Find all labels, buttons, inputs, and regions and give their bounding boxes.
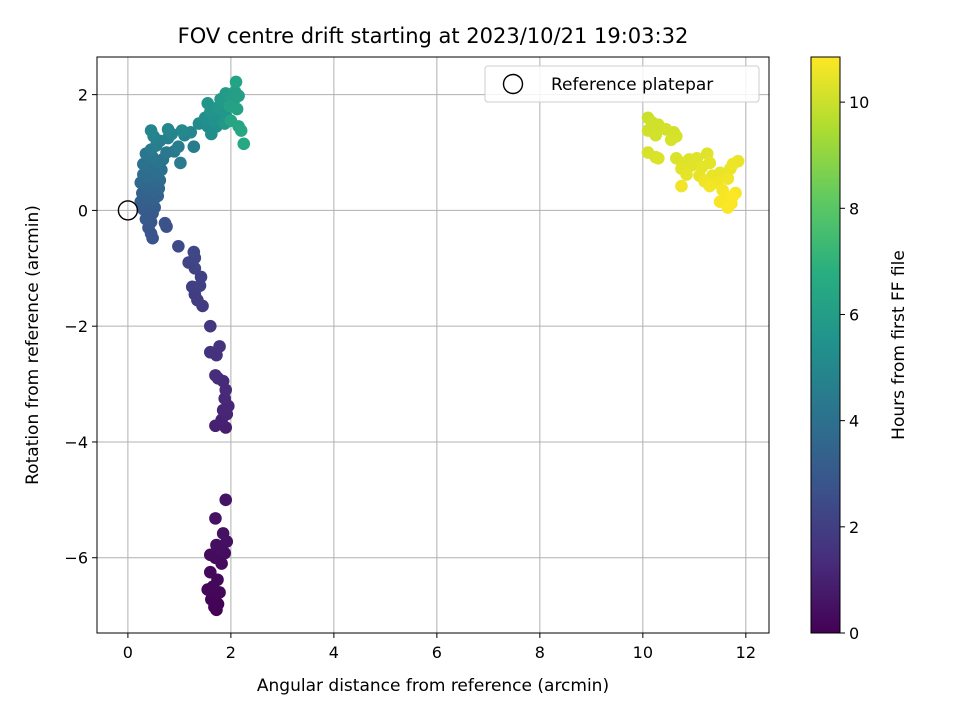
- scatter-point: [649, 128, 663, 142]
- scatter-point: [680, 168, 693, 181]
- scatter-point: [726, 189, 740, 203]
- y-tick-label: −2: [64, 317, 88, 336]
- x-tick-label: 10: [633, 643, 653, 662]
- scatter-point: [144, 124, 158, 137]
- scatter-point: [203, 345, 217, 359]
- scatter-point: [213, 340, 226, 353]
- scatter-points: [134, 75, 745, 617]
- scatter-point: [664, 133, 678, 147]
- y-tick-label: −4: [64, 433, 88, 452]
- scatter-point: [230, 102, 244, 116]
- reference-platepar-marker: [117, 200, 139, 221]
- x-tick-label: 6: [432, 643, 442, 662]
- scatter-point: [721, 201, 735, 214]
- scatter-point: [175, 124, 189, 137]
- scatter-point: [216, 527, 230, 540]
- scatter-point: [703, 156, 717, 170]
- colorbar-tick-label: 10: [849, 93, 869, 112]
- scatter-point: [187, 140, 201, 154]
- scatter-point: [237, 137, 251, 151]
- scatter-point: [174, 156, 187, 170]
- scatter-point: [172, 140, 185, 154]
- scatter-point: [203, 319, 217, 333]
- y-tick-label: 2: [78, 86, 88, 105]
- scatter-point: [685, 158, 699, 172]
- legend: Reference platepar: [484, 65, 760, 103]
- scatter-point: [194, 270, 208, 284]
- y-axis: −6 −4 −2 0 2: [64, 86, 97, 568]
- colorbar-tick-label: 2: [849, 518, 859, 537]
- scatter-point: [219, 493, 233, 507]
- scatter-point: [137, 157, 150, 171]
- scatter-point: [229, 75, 243, 89]
- scatter-point: [161, 123, 175, 136]
- legend-reference-marker: [502, 73, 524, 95]
- x-tick-label: 2: [226, 643, 236, 662]
- scatter-point: [210, 538, 223, 552]
- scatter-point: [721, 172, 735, 185]
- scatter-point: [209, 369, 222, 382]
- scatter-point: [172, 239, 185, 253]
- chart-title: FOV centre drift starting at 2023/10/21 …: [178, 24, 689, 48]
- y-tick-label: −6: [64, 549, 88, 568]
- colorbar-tick-label: 0: [849, 624, 859, 643]
- colorbar-gradient: [810, 56, 841, 634]
- scatter-point: [232, 89, 245, 103]
- legend-box: [484, 65, 760, 103]
- scatter-point: [675, 179, 688, 193]
- y-tick-label: 0: [78, 201, 88, 220]
- colorbar: 0 2 4 6 8 10 Hours from first FF file: [810, 56, 909, 643]
- scatter-point: [158, 216, 172, 230]
- scatter-point: [203, 548, 217, 562]
- scatter-point: [726, 157, 740, 171]
- x-axis: 0 2 4 6 8 10 12: [123, 633, 756, 662]
- x-tick-label: 8: [535, 643, 545, 662]
- x-tick-label: 12: [736, 643, 756, 662]
- scatter-point: [209, 512, 222, 525]
- scatter-point: [703, 179, 717, 193]
- scatter-point: [651, 152, 665, 165]
- scatter-point: [137, 168, 150, 181]
- colorbar-label: Hours from first FF file: [889, 250, 909, 440]
- x-tick-label: 4: [329, 643, 339, 662]
- legend-label: Reference platepar: [551, 75, 713, 95]
- x-tick-label: 0: [123, 643, 133, 662]
- colorbar-ticks: 0 2 4 6 8 10: [840, 93, 869, 643]
- plot-frame: [96, 56, 770, 634]
- colorbar-tick-label: 8: [849, 199, 859, 218]
- x-axis-label: Angular distance from reference (arcmin): [257, 676, 609, 696]
- scatter-point: [234, 124, 248, 137]
- y-axis-label: Rotation from reference (arcmin): [23, 205, 43, 485]
- scatter-point: [203, 565, 217, 579]
- scatter-point: [201, 97, 215, 110]
- scatter-point: [187, 245, 201, 259]
- colorbar-tick-label: 6: [849, 305, 859, 324]
- colorbar-tick-label: 4: [849, 412, 859, 431]
